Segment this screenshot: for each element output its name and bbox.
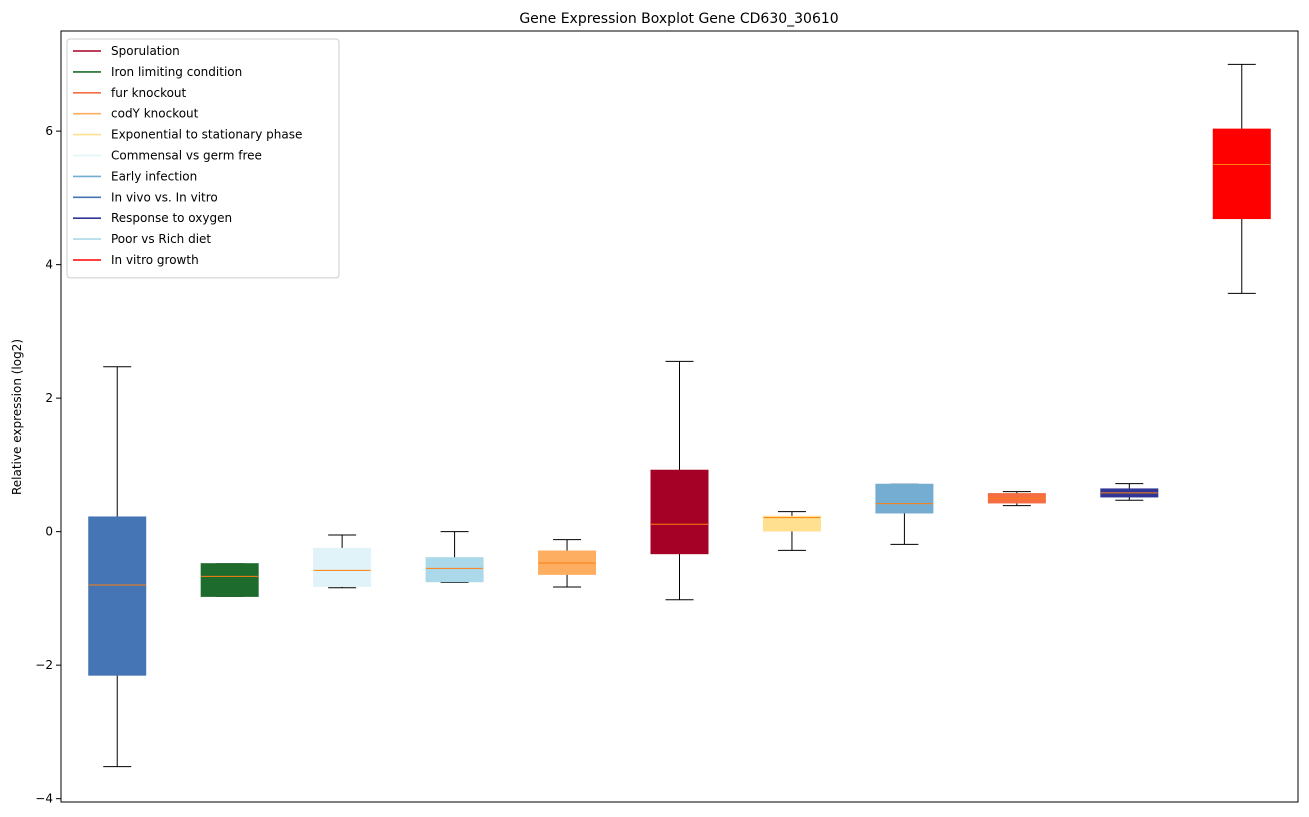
y-tick-label: −2: [35, 658, 53, 672]
box-9: [987, 491, 1046, 507]
box-11: [1212, 63, 1271, 294]
legend-item: codY knockout: [73, 107, 199, 121]
iqr-box: [88, 516, 147, 676]
legend-label: In vitro growth: [111, 253, 199, 267]
legend-frame: [66, 38, 340, 279]
iqr-box: [200, 563, 259, 597]
box-10: [1100, 483, 1159, 501]
box-2: [200, 563, 259, 597]
box-1: [88, 366, 147, 768]
legend-label: Early infection: [111, 169, 197, 183]
y-axis-label: Relative expression (log2): [10, 339, 24, 495]
iqr-box: [313, 547, 372, 587]
y-axis: −4 −2 0 2 4 6: [35, 124, 61, 806]
legend-label: Commensal vs germ free: [111, 149, 262, 163]
legend-item: Sporulation: [73, 44, 180, 58]
legend-item: Iron limiting condition: [73, 65, 242, 79]
legend-item: fur knockout: [73, 86, 187, 100]
legend-label: Iron limiting condition: [111, 65, 242, 79]
iqr-box: [875, 483, 934, 514]
box-4: [425, 531, 484, 583]
box-3: [313, 534, 372, 589]
box-7: [762, 511, 821, 551]
box-8: [875, 483, 934, 545]
legend-label: codY knockout: [111, 107, 199, 121]
boxes-group: [88, 63, 1271, 768]
plot-frame: [60, 30, 1299, 803]
legend-item: Response to oxygen: [73, 211, 232, 225]
iqr-box: [425, 557, 484, 583]
y-tick-label: 2: [45, 391, 53, 405]
legend-label: Sporulation: [111, 44, 180, 58]
iqr-box: [1212, 128, 1271, 220]
legend: Sporulation Iron limiting condition fur kn…: [66, 38, 340, 279]
legend-label: In vivo vs. In vitro: [111, 190, 218, 204]
y-tick-label: 0: [45, 525, 53, 539]
y-tick-label: 6: [45, 124, 53, 138]
iqr-box: [650, 469, 709, 555]
chart-title: Gene Expression Boxplot Gene CD630_30610: [519, 11, 838, 27]
legend-label: fur knockout: [111, 86, 187, 100]
y-tick-label: −4: [35, 792, 53, 806]
legend-item: Poor vs Rich diet: [73, 232, 211, 246]
legend-item: Exponential to stationary phase: [73, 128, 302, 142]
iqr-box: [762, 515, 821, 532]
legend-item: Commensal vs germ free: [73, 149, 262, 163]
legend-label: Exponential to stationary phase: [111, 128, 302, 142]
legend-item: In vitro growth: [73, 253, 199, 267]
legend-label: Poor vs Rich diet: [111, 232, 211, 246]
box-6: [650, 360, 709, 601]
legend-item: In vivo vs. In vitro: [73, 190, 218, 204]
legend-item: Early infection: [73, 169, 197, 183]
legend-label: Response to oxygen: [111, 211, 232, 225]
y-tick-label: 4: [45, 258, 53, 272]
box-5: [538, 539, 597, 588]
